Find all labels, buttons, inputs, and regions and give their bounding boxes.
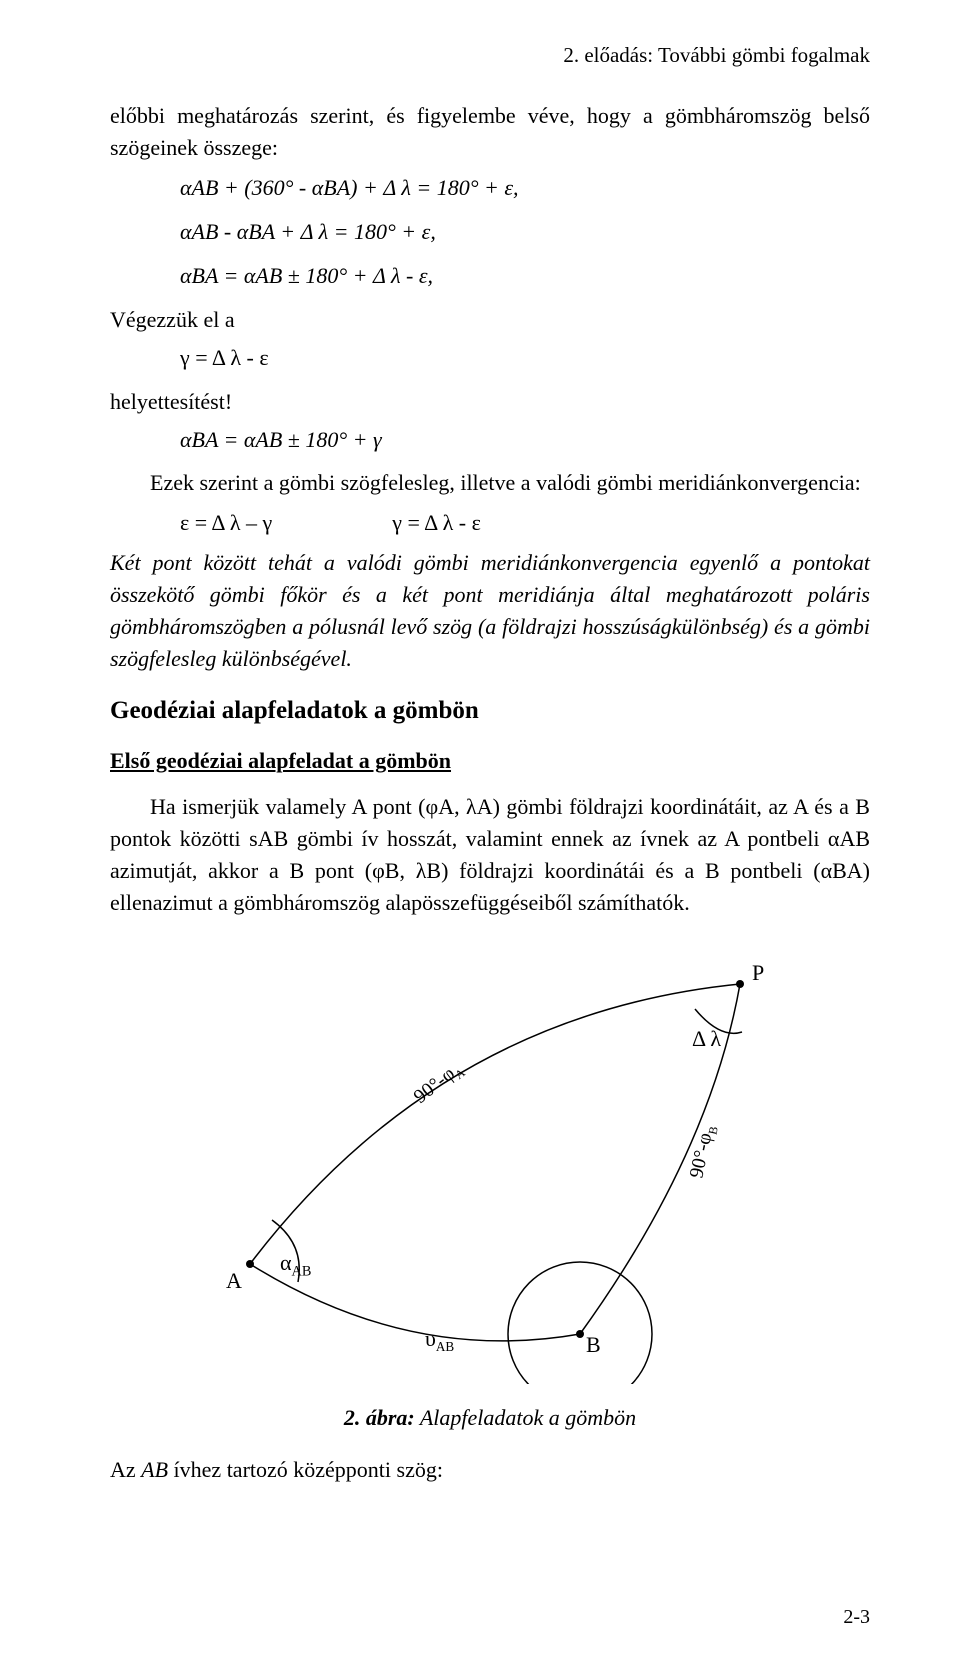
convergence-line: Ezek szerint a gömbi szögfelesleg, illet… [150,467,870,499]
eq-gamma: γ = Δ λ - ε [180,342,870,374]
equation-gamma: γ = Δ λ - ε [180,342,870,374]
figure: P A B Δ λ 90°-φA 90°-φB αAB υAB αBA [110,944,870,1393]
svg-text:αAB: αAB [280,1250,311,1280]
eq1: αAB + (360° - αBA) + Δ λ = 180° + ε, [180,172,870,204]
eq4: αBA = αAB ± 180° + γ [180,424,870,456]
page-number: 2-3 [843,1603,870,1632]
section-heading: Geodéziai alapfeladatok a gömbön [110,693,870,729]
svg-text:Δ λ: Δ λ [692,1026,721,1051]
svg-text:P: P [752,960,764,985]
figure-caption-lead: 2. ábra: [344,1405,415,1430]
equation-block-2: αBA = αAB ± 180° + γ [180,424,870,456]
eq3: αBA = αAB ± 180° + Δ λ - ε, [180,260,870,292]
svg-text:90°-φB: 90°-φB [685,1122,720,1180]
body-paragraph: Ha ismerjük valamely A pont (φA, λA) göm… [110,791,870,919]
svg-text:B: B [586,1332,601,1357]
equation-two-col: ε = Δ λ – γ γ = Δ λ - ε [180,507,870,539]
figure-caption: 2. ábra: Alapfeladatok a gömbön [110,1402,870,1434]
svg-text:υAB: υAB [425,1326,454,1354]
subsection-heading: Első geodéziai alapfeladat a gömbön [110,745,870,777]
figure-caption-rest: Alapfeladatok a gömbön [415,1405,636,1430]
italic-conclusion: Két pont között tehát a valódi gömbi mer… [110,547,870,675]
svg-text:αBA: αBA [638,1382,670,1384]
eq-gamma-2: γ = Δ λ - ε [392,507,481,539]
mid-text-2: helyettesítést! [110,386,870,418]
mid-text-1: Végezzük el a [110,304,870,336]
svg-text:90°-φA: 90°-φA [410,1056,468,1109]
last-line: Az AB ívhez tartozó középponti szög: [110,1454,870,1486]
svg-text:A: A [226,1268,242,1293]
figure-svg: P A B Δ λ 90°-φA 90°-φB αAB υAB αBA [210,944,770,1384]
intro-paragraph: előbbi meghatározás szerint, és figyelem… [110,100,870,164]
page-header: 2. előadás: További gömbi fogalmak [110,40,870,70]
eq2: αAB - αBA + Δ λ = 180° + ε, [180,216,870,248]
equation-block-1: αAB + (360° - αBA) + Δ λ = 180° + ε, αAB… [180,172,870,292]
eq-eps: ε = Δ λ – γ [180,507,272,539]
